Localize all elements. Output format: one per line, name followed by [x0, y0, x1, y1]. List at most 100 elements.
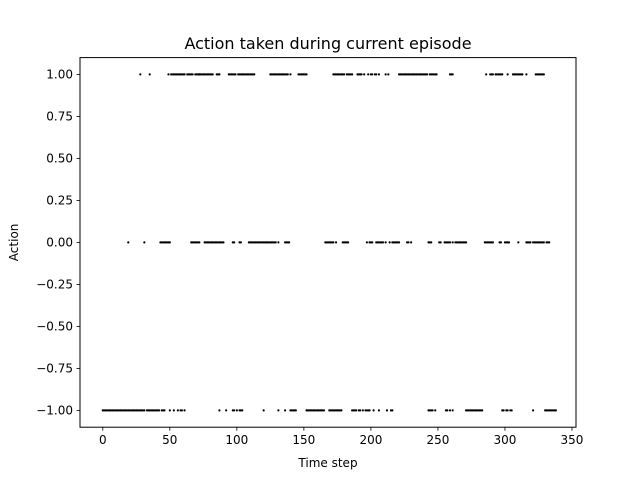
y-tick-label: −0.25	[36, 277, 73, 291]
data-point	[397, 241, 401, 244]
data-point	[375, 73, 378, 76]
data-point	[183, 409, 186, 412]
data-point	[334, 241, 338, 244]
data-point	[277, 409, 280, 412]
data-point	[407, 241, 410, 244]
data-point	[367, 73, 370, 76]
data-point	[372, 409, 375, 412]
data-point	[448, 241, 452, 244]
data-point	[501, 73, 504, 76]
data-point	[499, 241, 503, 244]
data-point	[351, 73, 354, 76]
data-point	[426, 73, 429, 76]
y-tick-label: −0.75	[36, 361, 73, 375]
data-point	[233, 241, 236, 244]
data-point	[225, 409, 228, 412]
data-point	[368, 409, 371, 412]
y-axis-ticks: −1.00 −0.75 −0.50 −0.25 0.00 0.25 0.50 0.75 1.00	[36, 67, 80, 417]
data-point	[377, 409, 381, 412]
x-tick-label: 300	[493, 433, 516, 447]
data-point	[532, 409, 535, 412]
data-point	[371, 241, 374, 244]
data-point	[322, 409, 326, 412]
data-point	[284, 409, 287, 412]
data-point	[241, 409, 244, 412]
data-point	[542, 73, 545, 76]
data-point	[391, 409, 394, 412]
data-point	[435, 73, 438, 76]
y-tick-label: 0.00	[46, 235, 73, 249]
data-point	[506, 73, 509, 76]
data-point	[381, 241, 385, 244]
data-point	[148, 73, 151, 76]
data-point	[361, 409, 364, 412]
data-point	[218, 73, 221, 76]
data-point	[377, 73, 381, 76]
data-point	[211, 73, 214, 76]
data-point	[127, 241, 130, 244]
data-point	[363, 73, 366, 76]
y-tick-label: 0.75	[46, 109, 73, 123]
data-points	[101, 73, 557, 412]
data-point	[347, 241, 350, 244]
data-point	[451, 73, 454, 76]
data-point	[262, 409, 265, 412]
y-tick-label: 1.00	[46, 67, 73, 81]
data-point	[294, 409, 297, 412]
y-tick-label: 0.50	[46, 151, 73, 165]
data-point	[430, 241, 433, 244]
data-point	[384, 241, 387, 244]
data-point	[340, 409, 343, 412]
data-point	[451, 241, 454, 244]
data-point	[183, 73, 186, 76]
data-point	[139, 73, 142, 76]
x-tick-label: 50	[162, 433, 177, 447]
data-point	[253, 73, 256, 76]
data-point	[218, 409, 221, 412]
x-tick-label: 350	[561, 433, 584, 447]
data-point	[168, 409, 171, 412]
data-point	[439, 241, 442, 244]
data-point	[235, 409, 238, 412]
data-point	[143, 241, 146, 244]
data-point	[233, 409, 236, 412]
data-point	[485, 73, 488, 76]
data-point	[332, 241, 335, 244]
data-point	[168, 241, 171, 244]
data-point	[191, 73, 194, 76]
data-point	[234, 73, 237, 76]
data-point	[446, 409, 449, 412]
data-point	[431, 409, 434, 412]
data-point	[277, 241, 280, 244]
y-tick-label: 0.25	[46, 193, 73, 207]
data-point	[286, 73, 289, 76]
data-point	[167, 73, 170, 76]
x-axis-label: Time step	[297, 456, 357, 470]
data-point	[510, 409, 513, 412]
data-point	[172, 409, 175, 412]
data-point	[198, 73, 201, 76]
y-tick-label: −0.50	[36, 319, 73, 333]
x-tick-label: 100	[225, 433, 248, 447]
data-point	[305, 73, 308, 76]
data-point	[371, 73, 374, 76]
data-point	[542, 241, 545, 244]
data-point	[288, 241, 291, 244]
data-point	[481, 409, 484, 412]
data-point	[289, 73, 292, 76]
data-point	[384, 73, 387, 76]
data-point	[448, 409, 452, 412]
data-point	[365, 241, 368, 244]
data-point	[222, 241, 225, 244]
data-point	[274, 241, 277, 244]
data-point	[525, 73, 528, 76]
data-point	[359, 409, 362, 412]
data-point	[388, 241, 391, 244]
data-point	[239, 241, 242, 244]
x-tick-label: 150	[292, 433, 315, 447]
data-point	[507, 241, 511, 244]
data-point	[529, 241, 532, 244]
y-tick-label: −1.00	[36, 403, 73, 417]
y-axis-label: Action	[7, 224, 21, 262]
